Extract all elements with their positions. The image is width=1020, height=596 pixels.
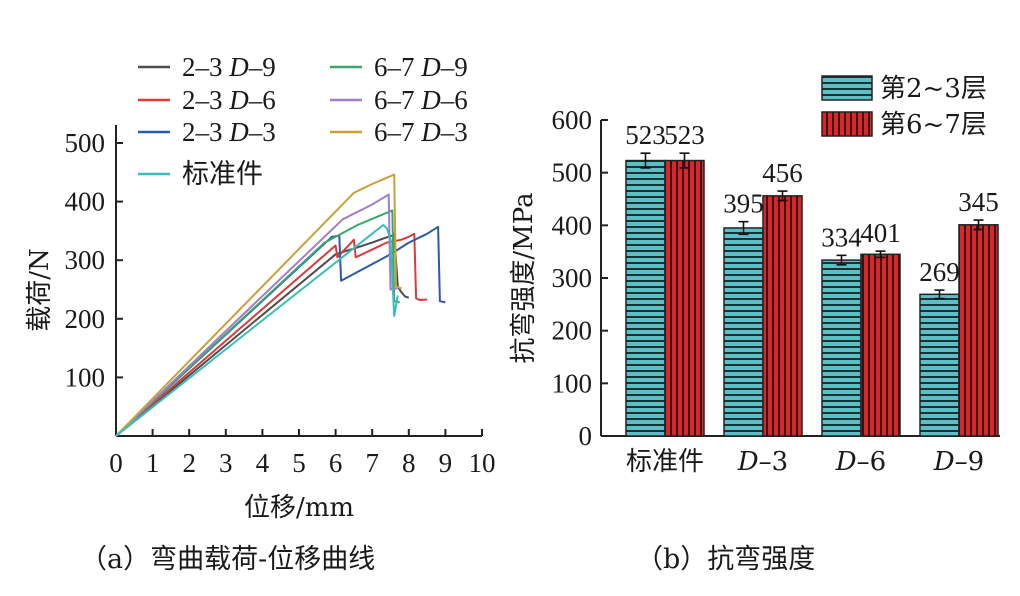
chart-a-series-line-4 — [115, 209, 400, 437]
chart-a-x-tick-label: 3 — [219, 448, 233, 478]
chart-a-series-line-2 — [115, 232, 428, 437]
chart-a-y-tick-label: 200 — [65, 304, 106, 334]
chart-b-y-tick-label: 200 — [552, 316, 593, 346]
chart-b-bar-layer-6-7 — [958, 224, 999, 437]
chart-a-legend-label: 6–7 D–3 — [374, 117, 468, 147]
chart-a-x-tick-label: 8 — [402, 448, 416, 478]
chart-b-bar-layer-2-3 — [919, 293, 960, 437]
chart-a-legend-label: 标准件 — [182, 159, 263, 189]
chart-b-data-label: 334 — [821, 222, 862, 252]
chart-b-bar-layer-2-3 — [625, 159, 666, 437]
chart-b-x-tick-label: 标准件 — [626, 447, 704, 477]
chart-a-series-line-1 — [115, 232, 410, 437]
chart-b-y-tick-label: 100 — [552, 368, 593, 398]
chart-a-x-tick-label: 7 — [365, 448, 379, 478]
chart-a-caption: （a）弯曲载荷-位移曲线 — [80, 544, 375, 575]
chart-b-legend-label: 第2~3层 — [880, 74, 987, 104]
chart-b-y-ticks: 0 100 200 300 400 500 600 — [552, 105, 608, 451]
chart-b-legend-label: 第6~7层 — [880, 110, 987, 140]
chart-a-x-tick-label: 5 — [292, 448, 306, 478]
chart-b-data-label: 395 — [723, 189, 764, 219]
chart-b-data-label: 456 — [762, 158, 803, 188]
chart-a-y-label: 载荷/N — [25, 248, 55, 332]
chart-b-y-tick-label: 0 — [579, 421, 593, 451]
chart-b-legend-swatch — [821, 111, 873, 137]
chart-b-data-label: 345 — [958, 187, 999, 217]
chart-b-y-tick-label: 600 — [552, 105, 593, 135]
chart-a-x-tick-label: 2 — [182, 448, 196, 478]
chart-b-bar-layer-6-7 — [664, 159, 705, 437]
chart-a-y-tick-label: 300 — [65, 245, 106, 275]
chart-a-series — [115, 173, 446, 437]
chart-a-legend-label: 2–3 D–6 — [182, 85, 276, 115]
chart-b-bars — [625, 152, 999, 437]
chart-a-x-label: 位移/mm — [244, 493, 354, 523]
chart-b-data-label: 523 — [625, 120, 666, 150]
chart-b-y-tick-label: 400 — [552, 210, 593, 240]
chart-a-legend-label: 2–3 D–3 — [182, 117, 276, 147]
chart-a-x-tick-label: 0 — [109, 448, 123, 478]
chart-b-x-tick-label: D–6 — [835, 447, 886, 477]
chart-b-x-tick-label: D–3 — [737, 447, 788, 477]
chart-b-bar-layer-2-3 — [723, 227, 764, 437]
chart-a-series-line-6 — [115, 173, 402, 437]
chart-b-data-label: 401 — [860, 218, 901, 248]
chart-a-y-ticks: 100 200 300 400 500 — [65, 128, 123, 392]
chart-a-y-tick-label: 100 — [65, 362, 106, 392]
chart-a-y-tick-label: 500 — [65, 128, 106, 158]
chart-b-y-label: 抗弯强度/MPa — [509, 192, 539, 363]
chart-a-x-ticks: 0 1 2 3 4 5 6 7 8 9 10 — [109, 429, 496, 478]
chart-a-legend-label: 2–3 D–9 — [182, 52, 276, 82]
chart-b-y-tick-label: 500 — [552, 158, 593, 188]
chart-b-data-label: 523 — [664, 120, 705, 150]
chart-b-x-tick-label: D–9 — [933, 447, 984, 477]
chart-a-x-tick-label: 10 — [469, 448, 496, 478]
chart-a-legend-label: 6–7 D–9 — [374, 52, 468, 82]
chart-a-series-line-5 — [115, 193, 398, 437]
chart-a-series-line-7 — [115, 224, 399, 437]
chart-b-y-tick-label: 300 — [552, 263, 593, 293]
chart-b-data-label: 269 — [919, 257, 960, 287]
chart-b-caption: （b）抗弯强度 — [636, 544, 815, 575]
chart-a-x-tick-label: 1 — [146, 448, 160, 478]
chart-b-x-ticks: 标准件 D–3 D–6 D–9 — [626, 447, 984, 477]
chart-b-bar-layer-2-3 — [821, 259, 862, 437]
chart-a-legend: 2–3 D–92–3 D–62–3 D–3 6–7 D–96–7 D–66–7 D… — [138, 52, 468, 189]
load-displacement-chart: 2–3 D–92–3 D–62–3 D–3 6–7 D–96–7 D–66–7 D… — [25, 52, 496, 575]
chart-b-bar-layer-6-7 — [860, 253, 901, 437]
chart-a-y-tick-label: 400 — [65, 187, 106, 217]
chart-b-bar-layer-6-7 — [762, 195, 803, 437]
chart-a-legend-label: 6–7 D–6 — [374, 85, 468, 115]
chart-a-x-tick-label: 9 — [439, 448, 453, 478]
chart-b-legend-swatch — [821, 75, 873, 101]
chart-a-x-tick-label: 6 — [329, 448, 343, 478]
chart-a-x-tick-label: 4 — [256, 448, 270, 478]
